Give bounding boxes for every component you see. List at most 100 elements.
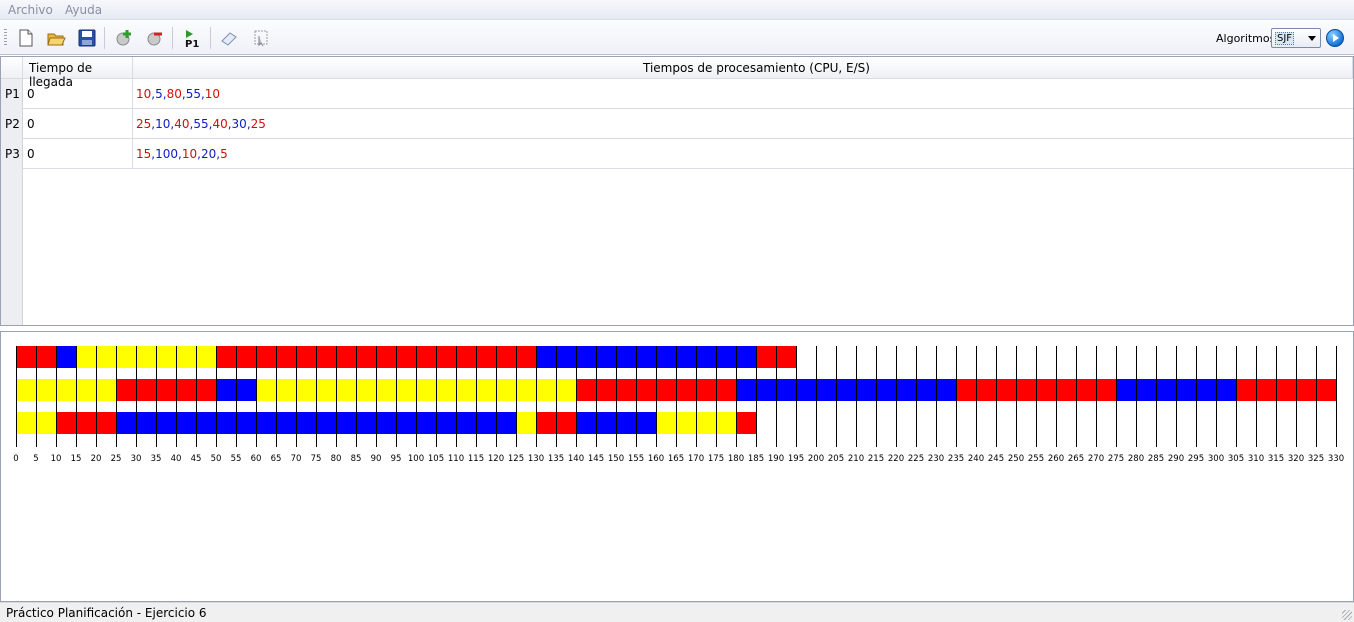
gantt-segment-p2-cpu — [1236, 379, 1336, 401]
resize-grip-icon[interactable] — [1342, 610, 1352, 620]
add-process-icon — [116, 30, 131, 46]
gantt-tick-label: 90 — [371, 454, 382, 464]
gantt-tick-label: 65 — [271, 454, 282, 464]
io-time-value: 55 — [185, 87, 201, 101]
remove-process-icon — [147, 32, 162, 46]
gantt-segment-p2-cpu — [116, 379, 216, 401]
gantt-segment-p1-io — [56, 346, 76, 368]
open-button[interactable] — [46, 28, 66, 48]
gantt-tick-label: 160 — [648, 454, 664, 464]
menu-ayuda[interactable]: Ayuda — [65, 3, 103, 17]
gantt-tick-label: 45 — [191, 454, 202, 464]
row-header-p1[interactable]: P1 — [1, 79, 23, 109]
table-row[interactable]: P1 0 10,5,80,55,10 — [1, 79, 1353, 109]
cpu-time-value: 5 — [220, 147, 228, 161]
gantt-segment-p3-cpu — [736, 412, 756, 434]
gantt-tick-label: 70 — [291, 454, 302, 464]
io-time-value: 30 — [231, 117, 247, 131]
times-cell[interactable]: 25,10,40,55,40,30,25 — [133, 109, 1353, 139]
gantt-tick-label: 320 — [1288, 454, 1304, 464]
gantt-tick-label: 35 — [151, 454, 162, 464]
process-p1-button[interactable]: P1 — [183, 28, 203, 50]
value-separator: , — [181, 87, 186, 101]
table-row[interactable]: P2 0 25,10,40,55,40,30,25 — [1, 109, 1353, 139]
table-row[interactable]: P3 0 15,100,10,20,5 — [1, 139, 1353, 169]
arrival-cell[interactable]: 0 — [23, 79, 133, 109]
toolbar-separator — [172, 27, 173, 49]
gantt-tick-label: 250 — [1008, 454, 1024, 464]
col-header-arrival[interactable]: Tiempo de llegada — [23, 57, 133, 89]
menu-archivo[interactable]: Archivo — [8, 3, 53, 17]
gantt-tick-label: 240 — [968, 454, 984, 464]
eraser-button[interactable] — [219, 28, 239, 48]
gantt-tick-label: 50 — [211, 454, 222, 464]
toolbar-separator — [210, 27, 211, 49]
gantt-segment-p3-ready — [516, 412, 536, 434]
io-time-value: 10 — [155, 117, 171, 131]
cursor-tool-button[interactable] — [251, 28, 271, 48]
toolbar-grip[interactable] — [4, 29, 7, 47]
gantt-segment-p1-ready — [76, 346, 216, 368]
gantt-tick-label: 245 — [988, 454, 1004, 464]
save-button[interactable] — [77, 28, 97, 48]
gantt-tick-label: 185 — [748, 454, 764, 464]
gantt-tick-label: 95 — [391, 454, 402, 464]
gantt-tick-label: 260 — [1048, 454, 1064, 464]
value-separator: , — [208, 117, 213, 131]
gantt-tick-label: 170 — [688, 454, 704, 464]
arrival-cell[interactable]: 0 — [23, 109, 133, 139]
gantt-tick-label: 0 — [13, 454, 18, 464]
gantt-tick-label: 130 — [528, 454, 544, 464]
save-disk-icon — [78, 29, 96, 47]
cursor-tool-icon — [254, 30, 268, 47]
gantt-tick-label: 125 — [508, 454, 524, 464]
gantt-tick-label: 180 — [728, 454, 744, 464]
arrival-cell[interactable]: 0 — [23, 139, 133, 169]
gantt-tick-label: 60 — [251, 454, 262, 464]
gantt-tick-label: 155 — [628, 454, 644, 464]
cpu-time-value: 15 — [136, 147, 152, 161]
toolbar: P1 Algoritmos: SJF — [0, 21, 1354, 55]
algorithm-select[interactable]: SJF — [1271, 28, 1321, 48]
gantt-tick-label: 150 — [608, 454, 624, 464]
gantt-tick-label: 315 — [1268, 454, 1284, 464]
gantt-tick-label: 275 — [1108, 454, 1124, 464]
gantt-tick-label: 15 — [71, 454, 82, 464]
row-header-p2[interactable]: P2 — [1, 109, 23, 139]
gantt-segment-p2-ready — [16, 379, 116, 401]
gantt-tick-label: 300 — [1208, 454, 1224, 464]
gantt-tick-label: 325 — [1308, 454, 1324, 464]
gantt-tick-label: 205 — [828, 454, 844, 464]
cpu-time-value: 80 — [166, 87, 182, 101]
gantt-tick-label: 265 — [1068, 454, 1084, 464]
gantt-tick-label: 105 — [428, 454, 444, 464]
col-header-times[interactable]: Tiempos de procesamiento (CPU, E/S) — [133, 57, 1353, 79]
gantt-segment-p1-io — [536, 346, 756, 368]
gantt-chart-panel: 0 5 10 15 20 25 30 35 40 45 50 55 60 65 70 75 80 85 90 95 10… — [0, 331, 1354, 602]
gantt-tick-label: 115 — [468, 454, 484, 464]
gantt-tick-label: 295 — [1188, 454, 1204, 464]
value-separator: , — [189, 117, 194, 131]
open-folder-icon — [47, 33, 66, 46]
row-header-p3[interactable]: P3 — [1, 139, 23, 169]
value-separator: , — [246, 117, 251, 131]
gantt-tick-label: 85 — [351, 454, 362, 464]
status-bar: Práctico Planificación - Ejercicio 6 — [0, 602, 1354, 622]
gantt-chart: 0 5 10 15 20 25 30 35 40 45 50 55 60 65 70 75 80 85 90 95 10… — [13, 346, 1344, 464]
menu-bar: Archivo Ayuda — [0, 0, 1354, 20]
toolbar-separator — [104, 27, 105, 49]
times-cell[interactable]: 15,100,10,20,5 — [133, 139, 1353, 169]
run-simulation-button[interactable] — [1326, 29, 1344, 47]
gantt-tick-label: 270 — [1088, 454, 1104, 464]
remove-process-button[interactable] — [145, 28, 165, 48]
value-separator: , — [216, 147, 221, 161]
process-p1-icon: P1 — [185, 30, 199, 50]
times-cell[interactable]: 10,5,80,55,10 — [133, 79, 1353, 109]
new-file-button[interactable] — [16, 28, 36, 48]
gantt-tick-label: 10 — [51, 454, 62, 464]
gantt-tick-label: 255 — [1028, 454, 1044, 464]
new-file-icon — [19, 29, 33, 47]
gantt-tick-label: 225 — [908, 454, 924, 464]
add-process-button[interactable] — [114, 28, 134, 48]
gantt-tick-label: 110 — [448, 454, 464, 464]
